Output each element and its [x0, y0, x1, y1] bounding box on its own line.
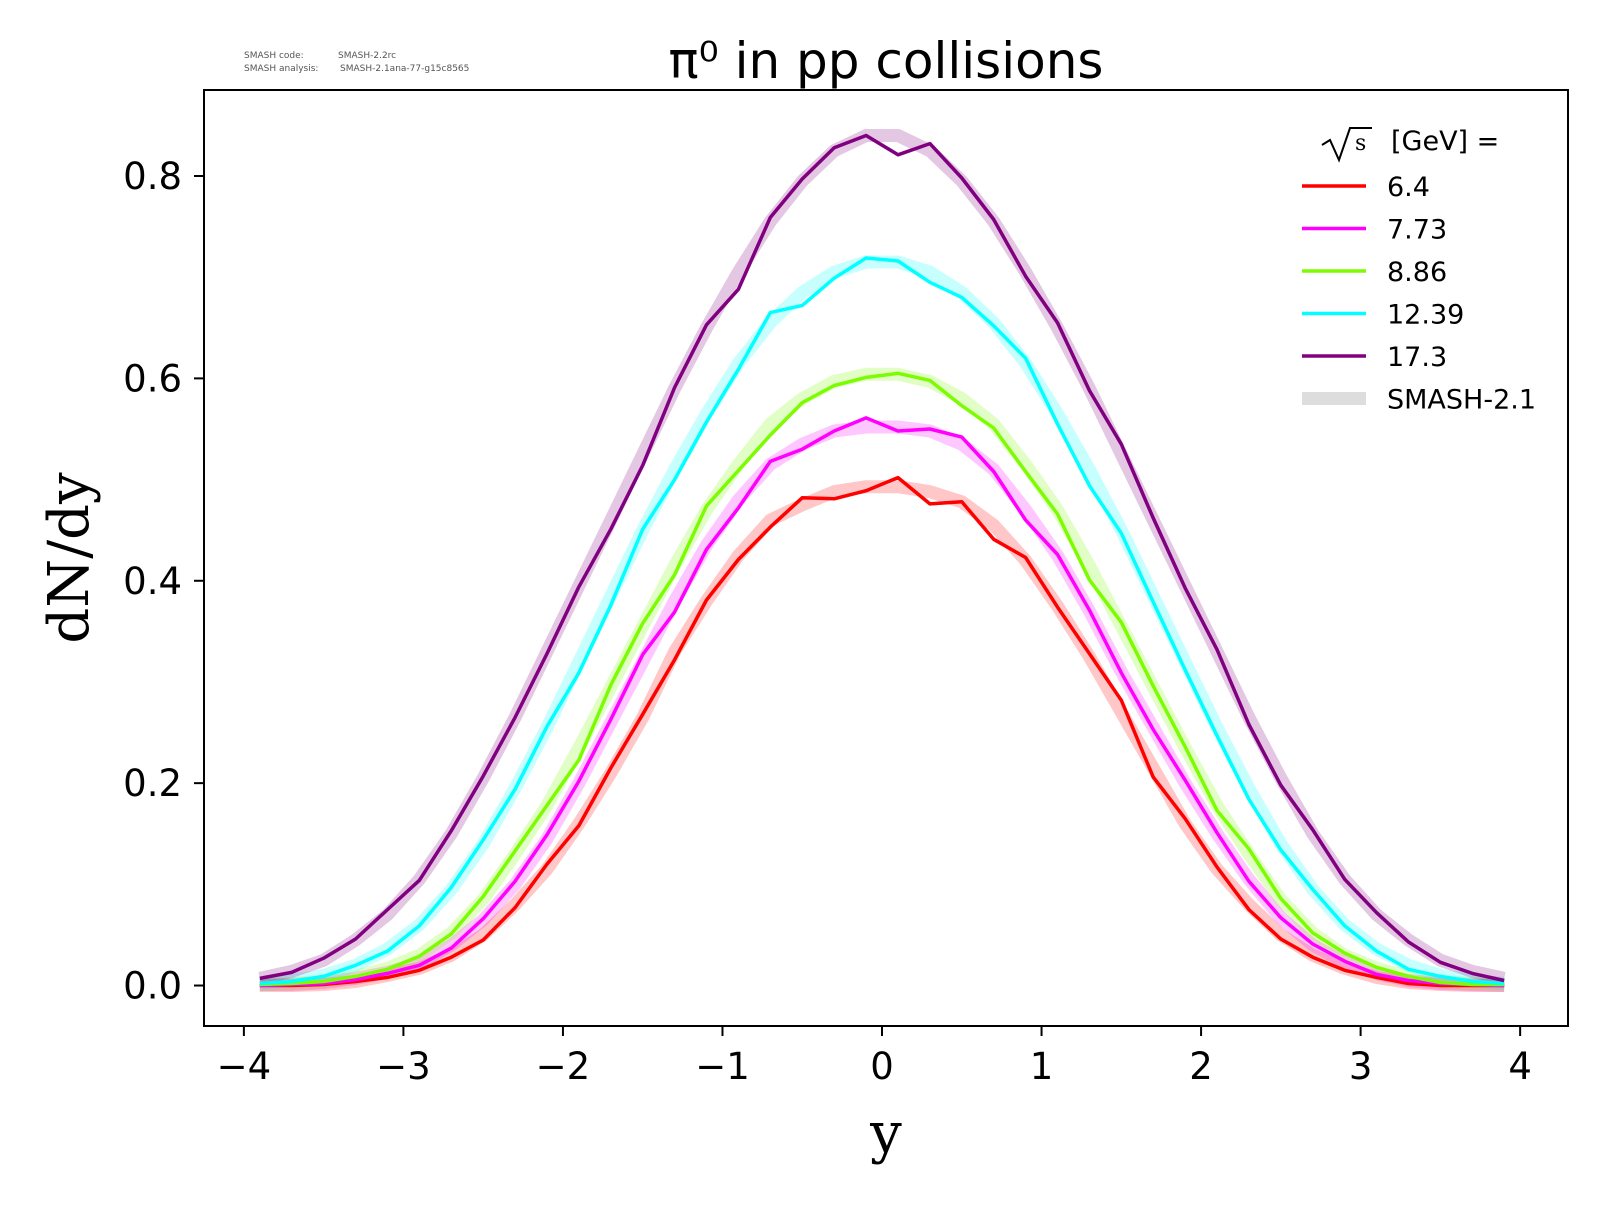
x-axis-label: y	[869, 1101, 902, 1166]
x-tick-label: 3	[1349, 1045, 1373, 1088]
chart-title: π⁰ in pp collisions	[669, 32, 1104, 90]
series-line-8.86	[259, 371, 1505, 987]
run-metadata: SMASH code: SMASH-2.2rc SMASH analysis: …	[244, 51, 469, 74]
x-tick-label: −3	[376, 1045, 431, 1088]
legend-label-reference: SMASH-2.1	[1387, 385, 1536, 416]
x-tick-label: 4	[1508, 1045, 1532, 1088]
meta-analysis-label: SMASH analysis:	[244, 64, 318, 74]
y-tick-label: 0.4	[123, 560, 182, 603]
meta-code-label: SMASH code:	[244, 51, 304, 61]
legend: s [GeV] = 6.4 7.73 8.86 12.39 17.3 SMASH-2.1	[1302, 126, 1536, 416]
x-axis: −4 −3 −2 −1 0 1 2 3 4	[217, 1026, 1532, 1088]
x-tick-label: −1	[695, 1045, 750, 1088]
x-tick-label: −2	[536, 1045, 591, 1088]
meta-analysis-value: SMASH-2.1ana-77-g15c8565	[340, 64, 469, 74]
x-tick-label: 1	[1030, 1045, 1054, 1088]
legend-label: 17.3	[1387, 342, 1447, 373]
series-line-7.73	[259, 416, 1505, 988]
x-tick-label: 0	[870, 1045, 894, 1088]
y-axis-label: dN/dy	[37, 472, 102, 644]
legend-title-s: s	[1355, 131, 1366, 156]
y-tick-label: 0.0	[123, 965, 182, 1008]
y-tick-label: 0.2	[123, 762, 182, 805]
legend-title-text: [GeV] =	[1391, 126, 1499, 157]
legend-label: 8.86	[1387, 257, 1447, 288]
y-tick-label: 0.8	[123, 155, 182, 198]
legend-label: 7.73	[1387, 215, 1447, 246]
x-tick-label: 2	[1189, 1045, 1213, 1088]
plot-area	[258, 129, 1506, 992]
series-lines	[259, 133, 1505, 988]
series-line-17.3	[259, 133, 1505, 983]
series-line-12.39	[259, 256, 1505, 986]
x-tick-label: −4	[217, 1045, 272, 1088]
legend-label: 12.39	[1387, 300, 1464, 331]
legend-entries: 6.4 7.73 8.86 12.39 17.3 SMASH-2.1	[1302, 172, 1536, 416]
y-axis: 0.0 0.2 0.4 0.6 0.8	[123, 155, 204, 1008]
y-tick-label: 0.6	[123, 357, 182, 400]
legend-label: 6.4	[1387, 172, 1430, 203]
legend-title: s [GeV] =	[1321, 126, 1499, 163]
sqrt-icon	[1321, 127, 1372, 163]
meta-code-value: SMASH-2.2rc	[338, 51, 396, 61]
series-line-6.4	[259, 475, 1505, 988]
plot-frame	[203, 89, 1569, 1027]
reference-band-6.4	[259, 480, 1505, 992]
